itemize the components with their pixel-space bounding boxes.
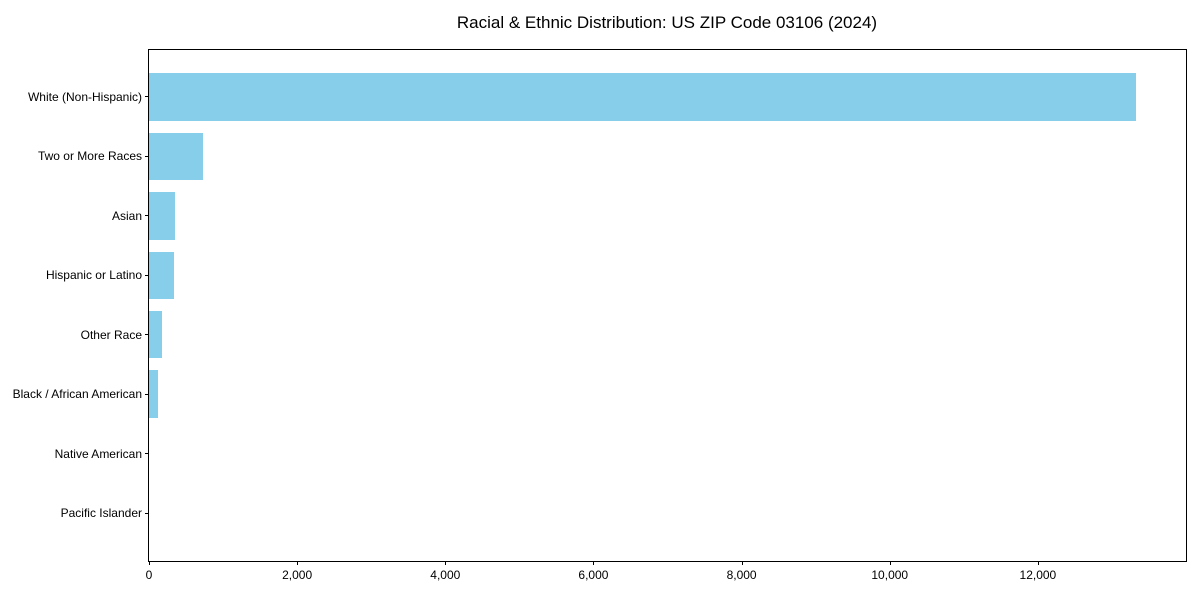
y-tick-label: Pacific Islander bbox=[60, 506, 142, 521]
x-tick-mark bbox=[741, 561, 743, 565]
x-tick-mark bbox=[297, 561, 299, 565]
x-tick-label: 0 bbox=[145, 568, 153, 582]
y-tick-label: Native American bbox=[54, 446, 142, 461]
y-tick-label: White (Non-Hispanic) bbox=[27, 89, 142, 104]
x-tick-mark bbox=[889, 561, 891, 565]
x-tick-label: 2,000 bbox=[282, 568, 313, 582]
y-tick-mark bbox=[145, 453, 149, 455]
y-tick-label: Hispanic or Latino bbox=[45, 268, 142, 283]
x-tick-label: 10,000 bbox=[871, 568, 909, 582]
bar-asian bbox=[149, 192, 175, 240]
x-tick-mark bbox=[593, 561, 595, 565]
y-tick-mark bbox=[145, 274, 149, 276]
y-tick-label: Other Race bbox=[80, 327, 142, 342]
x-tick-label: 6,000 bbox=[578, 568, 609, 582]
y-tick-label: Black / African American bbox=[12, 387, 142, 402]
bar-two-or-more-races bbox=[149, 132, 204, 181]
y-tick-mark bbox=[145, 393, 149, 395]
y-tick-mark bbox=[145, 334, 149, 336]
x-tick-label: 12,000 bbox=[1019, 568, 1057, 582]
x-tick-label: 4,000 bbox=[430, 568, 461, 582]
y-tick-mark bbox=[145, 155, 149, 157]
y-tick-mark bbox=[145, 512, 149, 514]
y-tick-label: Asian bbox=[111, 208, 142, 223]
x-tick-mark bbox=[1037, 561, 1039, 565]
y-tick-mark bbox=[145, 215, 149, 217]
y-tick-mark bbox=[145, 96, 149, 98]
bar-hispanic-or-latino bbox=[149, 251, 175, 300]
bar-white-non-hispanic bbox=[149, 73, 1136, 121]
x-tick-label: 8,000 bbox=[726, 568, 757, 582]
chart-title: Racial & Ethnic Distribution: US ZIP Cod… bbox=[456, 13, 878, 32]
x-tick-mark bbox=[149, 561, 150, 565]
bar-other-race bbox=[149, 310, 162, 359]
y-tick-label: Two or More Races bbox=[37, 149, 142, 164]
bar-black-african-american bbox=[149, 370, 158, 418]
x-tick-mark bbox=[445, 561, 447, 565]
plot-area bbox=[148, 49, 1187, 562]
